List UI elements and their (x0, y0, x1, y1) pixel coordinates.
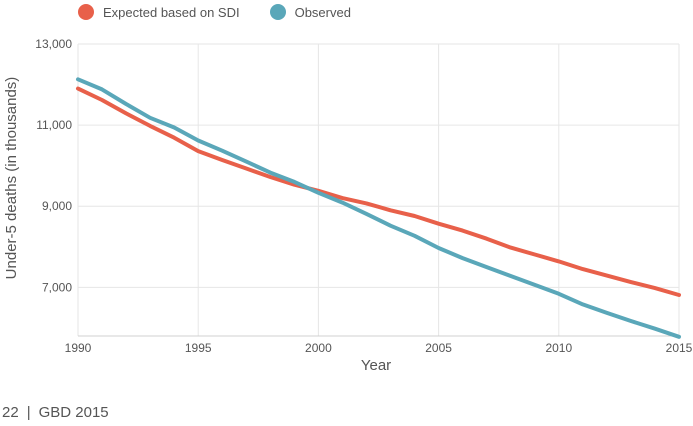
y-tick-label-11000: 11,000 (36, 118, 72, 132)
page-number: 22 (2, 404, 19, 421)
legend-item-expected: Expected based on SDI (78, 4, 240, 20)
x-tick-label-2000: 2000 (305, 341, 332, 355)
x-tick-label-2005: 2005 (425, 341, 452, 355)
page-footer: 22 | GBD 2015 (2, 404, 109, 421)
x-tick-label-2015: 2015 (666, 341, 693, 355)
series-line-observed (76, 77, 681, 339)
x-tick-label-2010: 2010 (545, 341, 572, 355)
y-tick-label-13000: 13,000 (35, 37, 72, 51)
legend-swatch-observed (269, 4, 286, 20)
series-line-expected (76, 86, 681, 297)
y-tick-label-7000: 7,000 (42, 280, 72, 294)
x-tick-label-1995: 1995 (185, 341, 212, 355)
chart-legend: Expected based on SDI Observed (78, 4, 381, 20)
x-axis-label: Year (361, 357, 391, 374)
legend-item-observed: Observed (269, 4, 351, 20)
chart-series (76, 77, 681, 339)
chart-grid (77, 43, 680, 336)
publication-title: GBD 2015 (38, 404, 109, 421)
x-tick-label-1990: 1990 (65, 341, 92, 355)
footer-separator: | (26, 404, 31, 421)
y-axis-label: Under-5 deaths (in thousands) (3, 77, 20, 280)
legend-label-expected: Expected based on SDI (103, 4, 240, 20)
legend-label-observed: Observed (294, 4, 351, 20)
chart-axes: 1990 1995 2000 2005 2010 2015 7,000 9,000 11,000… (35, 37, 692, 355)
y-tick-label-9000: 9,000 (42, 199, 72, 213)
legend-swatch-expected (78, 4, 94, 20)
line-chart: 1990 1995 2000 2005 2010 2015 7,000 9,000 11,000… (3, 37, 693, 374)
